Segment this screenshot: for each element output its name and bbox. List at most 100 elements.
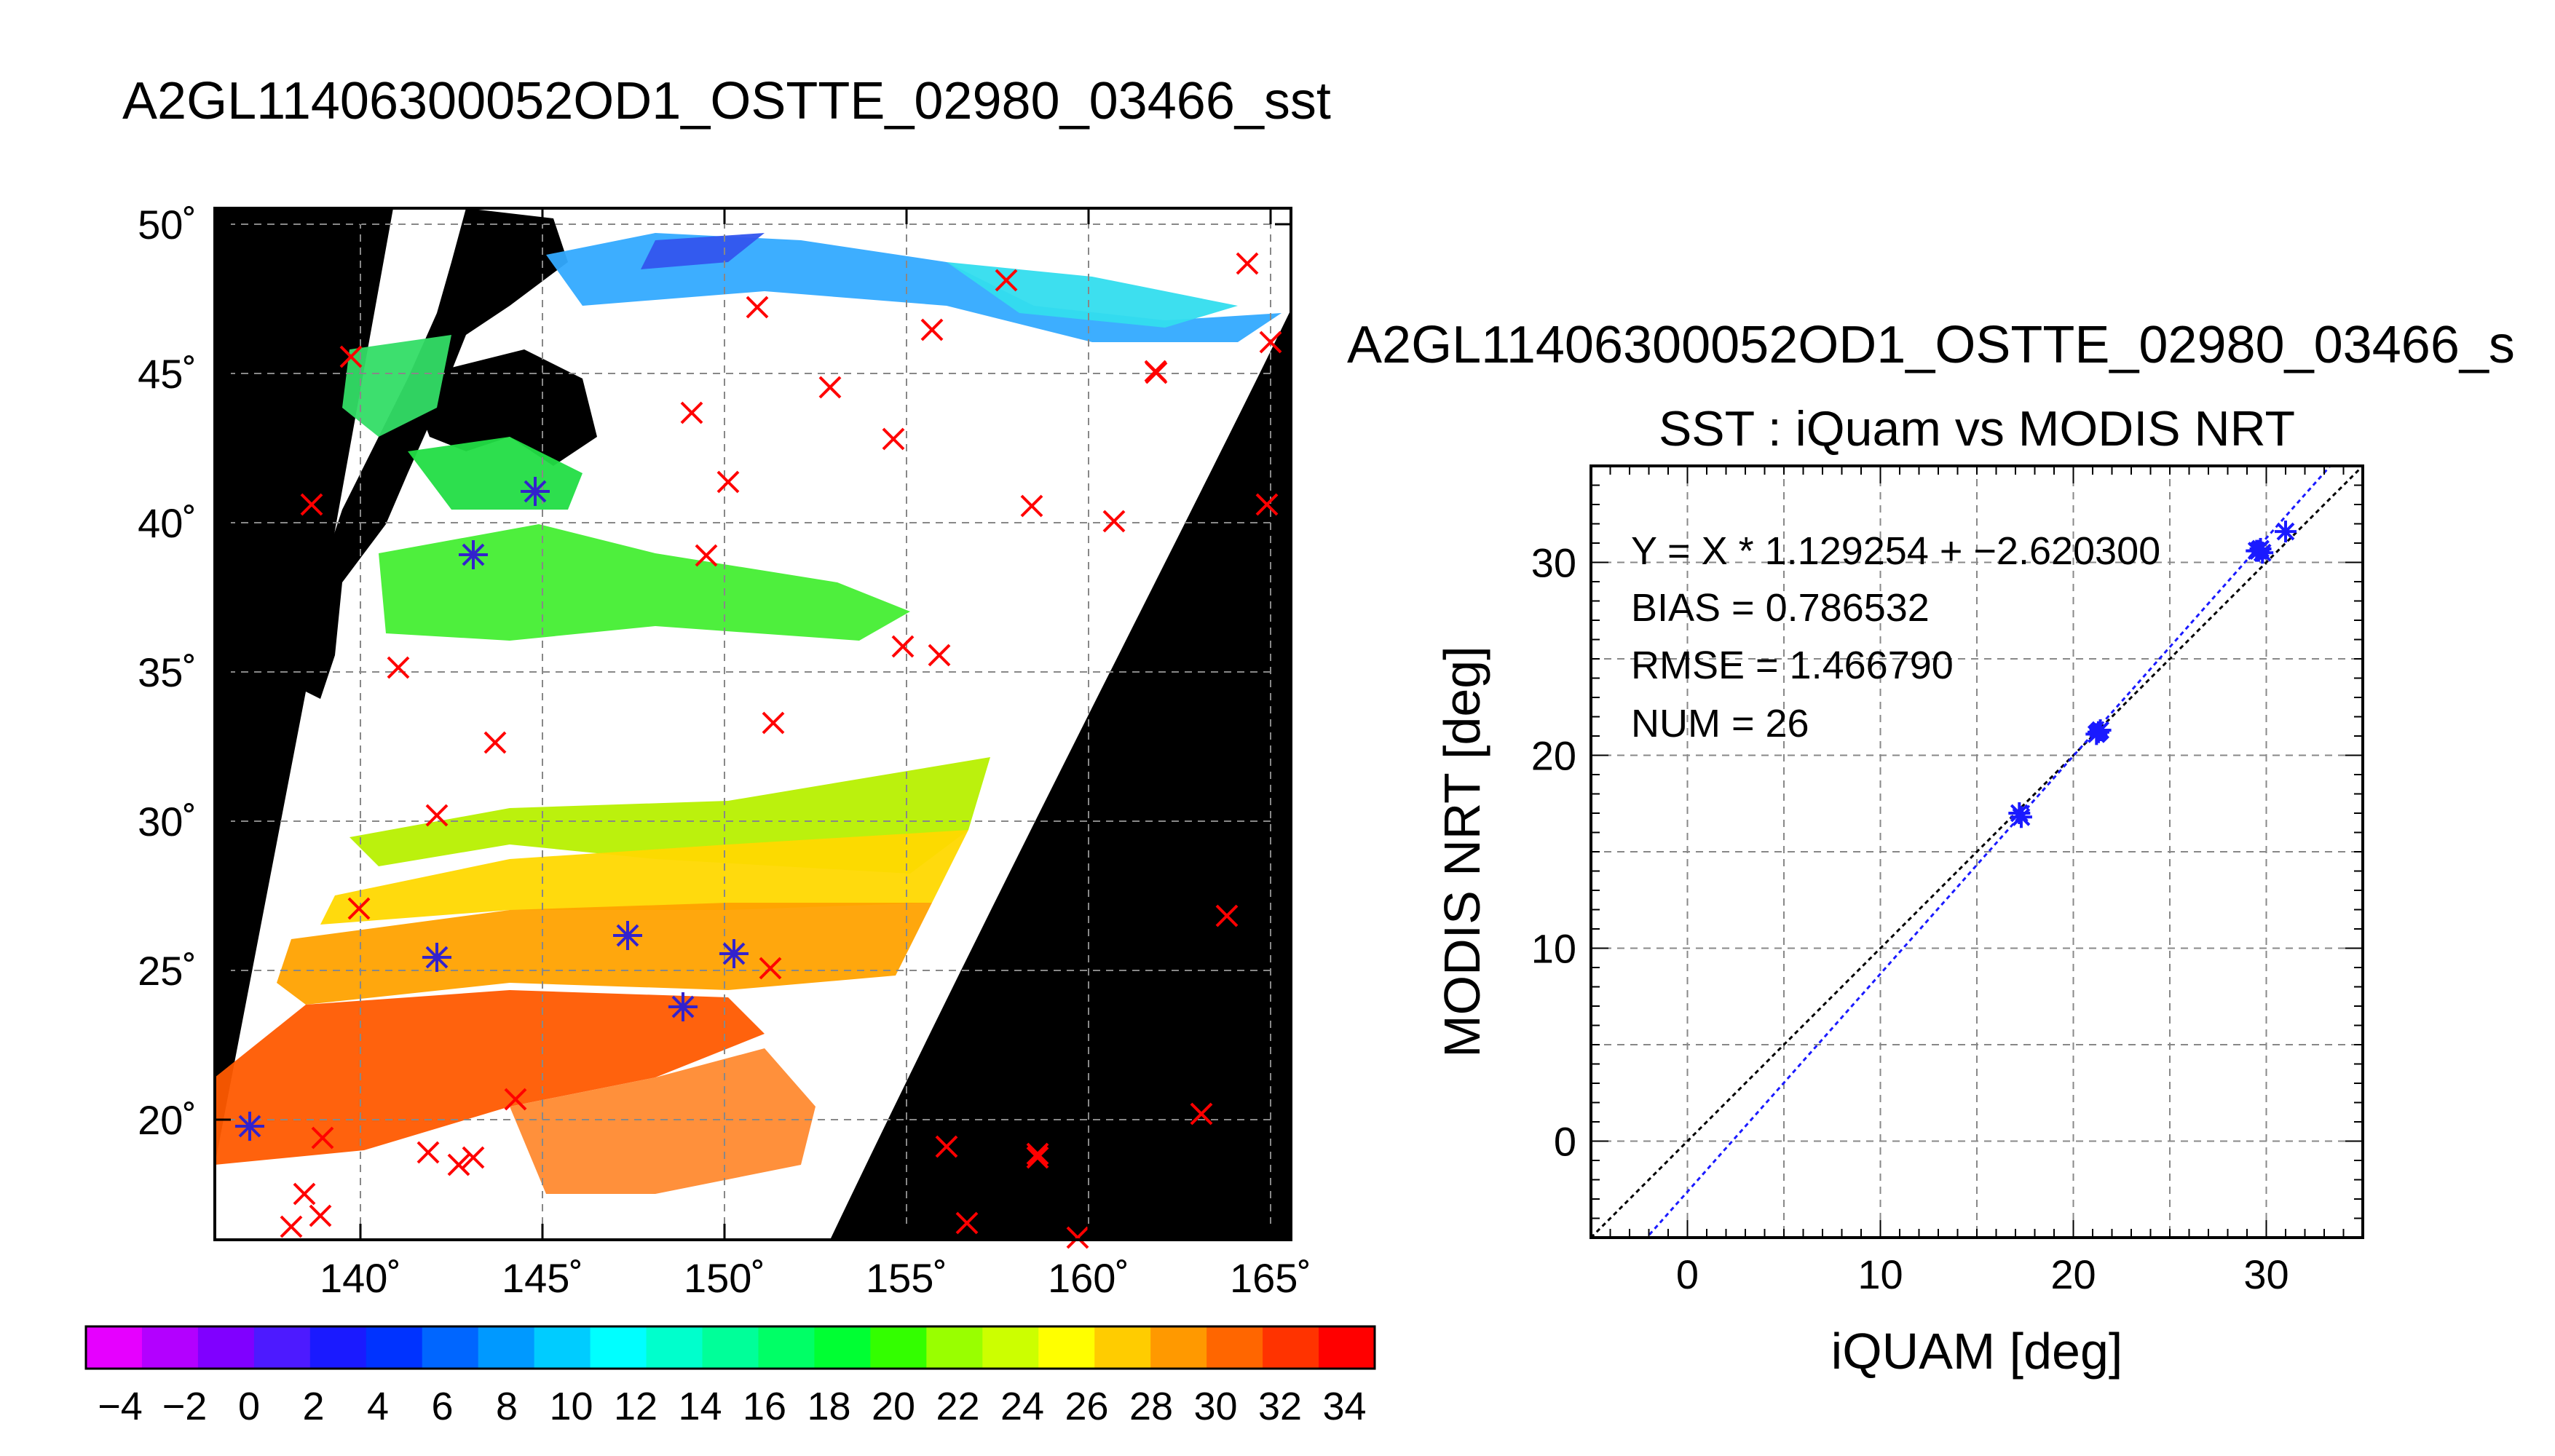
station-marker xyxy=(425,804,449,827)
station-marker xyxy=(695,544,718,567)
station-marker xyxy=(746,296,769,319)
x-tick-label: 0 xyxy=(1676,1251,1699,1297)
station-marker xyxy=(1236,252,1259,275)
y-tick-label: 10 xyxy=(1531,926,1576,972)
lat-tick-label: 50˚ xyxy=(138,202,197,248)
lon-tick-label: 140˚ xyxy=(320,1255,401,1301)
station-marker xyxy=(300,493,323,516)
colorbar-swatch xyxy=(253,1326,311,1369)
x-tick-label: 10 xyxy=(1857,1251,1903,1297)
colorbar-tick-label: 34 xyxy=(1322,1385,1366,1428)
station-marker xyxy=(1066,1226,1089,1249)
sst-band-green3 xyxy=(342,335,451,437)
lon-tick-label: 165˚ xyxy=(1230,1255,1311,1301)
station-marker xyxy=(280,1215,303,1238)
colorbar xyxy=(84,1325,1376,1370)
colorbar-tick-label: 2 xyxy=(302,1385,324,1428)
identity-line xyxy=(1591,466,2363,1238)
colorbar-swatch xyxy=(814,1326,871,1369)
station-marker xyxy=(995,269,1018,292)
colorbar-swatch xyxy=(1207,1326,1263,1369)
matchup-marker xyxy=(521,477,550,506)
station-marker xyxy=(1215,904,1239,927)
matchup-marker xyxy=(668,992,698,1021)
colorbar-swatch xyxy=(422,1326,479,1369)
colorbar-tick-label: 12 xyxy=(614,1385,657,1428)
sst-band-darkblue xyxy=(641,233,765,269)
colorbar-swatch xyxy=(197,1326,255,1369)
lat-tick-label: 45˚ xyxy=(138,351,197,397)
colorbar-swatch xyxy=(926,1326,983,1369)
colorbar-swatch xyxy=(1094,1326,1151,1369)
station-marker xyxy=(1020,494,1043,518)
station-marker xyxy=(311,1126,334,1150)
sst-band-light-orange xyxy=(510,1048,816,1194)
colorbar-tick-label: 10 xyxy=(549,1385,593,1428)
map-frame xyxy=(213,207,1292,1241)
data-point xyxy=(2010,806,2032,828)
sst-band-orange xyxy=(277,903,932,1005)
station-marker xyxy=(1026,1142,1049,1166)
bias-text: BIAS = 0.786532 xyxy=(1631,586,1930,630)
colorbar-swatch xyxy=(1319,1326,1375,1369)
scatter-plot xyxy=(1590,464,2364,1239)
station-marker xyxy=(504,1088,527,1111)
station-marker xyxy=(955,1211,979,1235)
colorbar-swatch xyxy=(646,1326,703,1369)
y-tick-label: 0 xyxy=(1554,1119,1576,1165)
y-axis-label: MODIS NRT [deg] xyxy=(1434,646,1490,1057)
station-marker xyxy=(1255,493,1279,516)
land-japan xyxy=(306,208,568,699)
station-marker xyxy=(1190,1102,1213,1125)
colorbar-swatch xyxy=(702,1326,759,1369)
station-marker xyxy=(387,656,410,679)
lat-tick-label: 40˚ xyxy=(138,500,197,546)
station-marker xyxy=(935,1135,958,1158)
colorbar-swatch xyxy=(534,1326,591,1369)
colorbar-tick-label: 20 xyxy=(872,1385,915,1428)
colorbar-tick-label: 16 xyxy=(743,1385,786,1428)
colorbar-tick-label: 0 xyxy=(238,1385,260,1428)
x-tick-label: 30 xyxy=(2243,1251,2289,1297)
station-marker xyxy=(447,1153,470,1176)
plot-inner xyxy=(1591,466,2363,1238)
matchup-marker xyxy=(235,1112,264,1141)
colorbar-swatch xyxy=(141,1326,199,1369)
land-hokkaido xyxy=(408,349,597,466)
colorbar-tick-label: 4 xyxy=(367,1385,389,1428)
colorbar-swatch xyxy=(982,1326,1039,1369)
station-marker xyxy=(293,1182,316,1206)
lat-tick-label: 35˚ xyxy=(138,649,197,695)
sst-band-redorange xyxy=(215,990,765,1165)
colorbar-swatch xyxy=(590,1326,647,1369)
colorbar-tick-label: 14 xyxy=(678,1385,722,1428)
station-marker xyxy=(339,345,363,368)
rmse-text: RMSE = 1.466790 xyxy=(1631,644,1954,687)
colorbar-swatch xyxy=(366,1326,423,1369)
colorbar-tick-label: −2 xyxy=(162,1385,208,1428)
colorbar-tick-label: 24 xyxy=(1000,1385,1044,1428)
regression-text: Y = X * 1.129254 + −2.620300 xyxy=(1631,529,2160,573)
colorbar-swatch xyxy=(758,1326,815,1369)
x-tick-label: 20 xyxy=(2050,1251,2096,1297)
station-marker xyxy=(483,731,507,754)
lat-tick-label: 20˚ xyxy=(138,1097,197,1143)
colorbar-tick-label: 28 xyxy=(1129,1385,1173,1428)
station-marker xyxy=(928,644,951,667)
colorbar-tick-label: 30 xyxy=(1193,1385,1237,1428)
station-marker xyxy=(920,318,944,341)
station-marker xyxy=(309,1204,332,1227)
x-axis-label: iQUAM [deg] xyxy=(1831,1323,2123,1380)
station-marker xyxy=(882,427,905,451)
colorbar-tick-label: 6 xyxy=(431,1385,453,1428)
station-marker xyxy=(762,711,785,735)
y-tick-label: 30 xyxy=(1531,540,1576,586)
colorbar-swatch xyxy=(1038,1326,1095,1369)
colorbar-swatch xyxy=(478,1326,535,1369)
num-text: NUM = 26 xyxy=(1631,702,1809,745)
data-point xyxy=(2275,521,2297,543)
station-marker xyxy=(462,1146,485,1169)
data-point xyxy=(2247,539,2270,562)
y-tick-label: 20 xyxy=(1531,733,1576,779)
lon-tick-label: 160˚ xyxy=(1048,1255,1129,1301)
